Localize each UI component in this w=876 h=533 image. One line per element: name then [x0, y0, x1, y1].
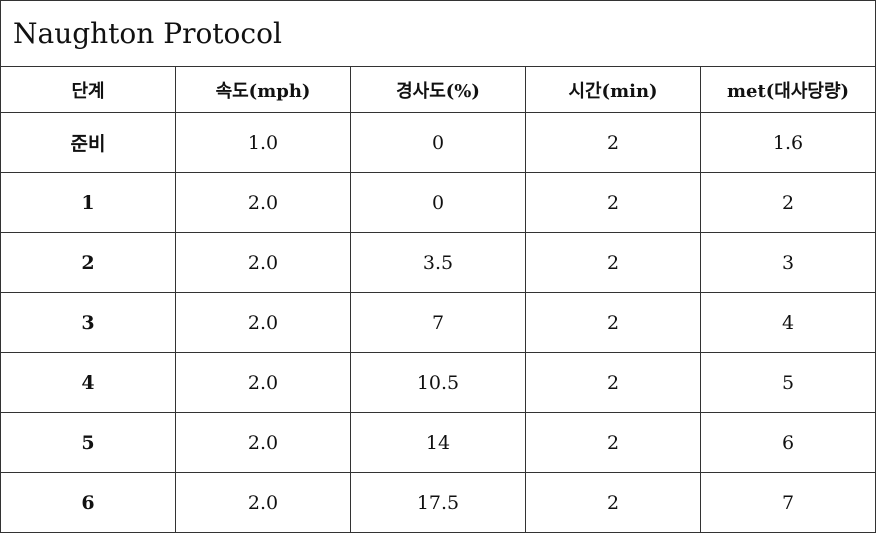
stage-cell: 6 — [0, 472, 176, 533]
stage-cell: 준비 — [0, 112, 176, 173]
stage-cell: 5 — [0, 412, 176, 473]
stage-cell: 3 — [0, 292, 176, 353]
table-cell: 2 — [525, 172, 701, 233]
table-cell: 2.0 — [175, 352, 351, 413]
table-row: 6 2.0 17.5 2 7 — [0, 472, 876, 533]
table-cell: 1.0 — [175, 112, 351, 173]
table-cell: 2 — [525, 292, 701, 353]
table-cell: 2.0 — [175, 232, 351, 293]
table-cell: 2 — [700, 172, 876, 233]
table-cell: 2 — [525, 352, 701, 413]
table-cell: 6 — [700, 412, 876, 473]
column-header: 단계 — [0, 66, 176, 113]
table-row: 준비 1.0 0 2 1.6 — [0, 112, 876, 173]
column-header: 경사도(%) — [350, 66, 526, 113]
table-cell: 0 — [350, 112, 526, 173]
stage-cell: 4 — [0, 352, 176, 413]
stage-cell: 2 — [0, 232, 176, 293]
column-header: met(대사당량) — [700, 66, 876, 113]
table-cell: 2 — [525, 112, 701, 173]
column-header: 속도(mph) — [175, 66, 351, 113]
table-cell: 2.0 — [175, 472, 351, 533]
table-row: 1 2.0 0 2 2 — [0, 172, 876, 233]
table-cell: 2.0 — [175, 412, 351, 473]
table-cell: 1.6 — [700, 112, 876, 173]
table-cell: 7 — [350, 292, 526, 353]
table-cell: 7 — [700, 472, 876, 533]
table-cell: 2.0 — [175, 292, 351, 353]
table-cell: 0 — [350, 172, 526, 233]
table-cell: 4 — [700, 292, 876, 353]
table-title: Naughton Protocol — [0, 0, 876, 67]
table-row: 3 2.0 7 2 4 — [0, 292, 876, 353]
table-cell: 3 — [700, 232, 876, 293]
table-cell: 2.0 — [175, 172, 351, 233]
table-cell: 17.5 — [350, 472, 526, 533]
table-row: 5 2.0 14 2 6 — [0, 412, 876, 473]
table-cell: 2 — [525, 232, 701, 293]
table-cell: 14 — [350, 412, 526, 473]
table-row: 4 2.0 10.5 2 5 — [0, 352, 876, 413]
column-header: 시간(min) — [525, 66, 701, 113]
table-cell: 5 — [700, 352, 876, 413]
header-row: 단계 속도(mph) 경사도(%) 시간(min) met(대사당량) — [0, 66, 876, 113]
table-cell: 2 — [525, 472, 701, 533]
table-cell: 3.5 — [350, 232, 526, 293]
table-cell: 10.5 — [350, 352, 526, 413]
stage-cell: 1 — [0, 172, 176, 233]
table-cell: 2 — [525, 412, 701, 473]
table-row: 2 2.0 3.5 2 3 — [0, 232, 876, 293]
